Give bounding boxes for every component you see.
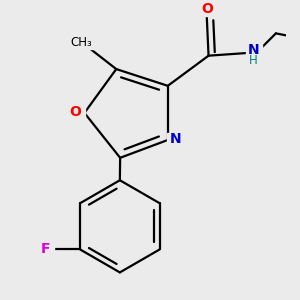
Bar	[66, 106, 85, 120]
Bar	[68, 36, 94, 49]
Text: O: O	[201, 2, 213, 16]
Text: N: N	[248, 43, 260, 57]
Text: N: N	[170, 132, 182, 146]
Text: F: F	[41, 242, 50, 256]
Bar	[199, 2, 215, 16]
Bar	[38, 243, 54, 256]
Bar	[167, 133, 184, 147]
Text: O: O	[70, 105, 82, 119]
Bar	[246, 44, 262, 58]
Text: H: H	[249, 54, 258, 67]
Bar	[248, 56, 260, 68]
Text: CH₃: CH₃	[70, 36, 92, 49]
